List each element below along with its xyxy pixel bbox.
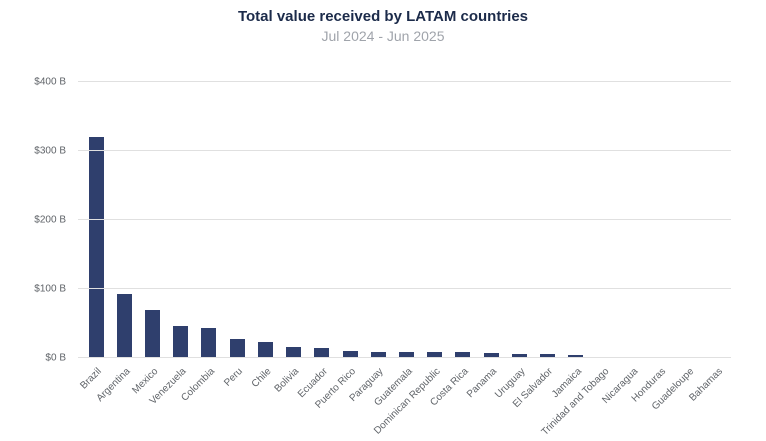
bar-slot: Trinidad and Tobago <box>540 82 618 438</box>
bar[interactable] <box>201 327 217 358</box>
bar[interactable] <box>173 326 189 358</box>
bar-slot: Venezuela <box>148 82 195 407</box>
bar[interactable] <box>229 339 245 358</box>
bar-slot: Guatemala <box>372 82 420 408</box>
plot-area: Brazil Argentina Mexico Venezuela Colombia Pe… <box>34 77 731 438</box>
grid-line <box>78 357 731 358</box>
bar-slot: Uruguay <box>493 82 533 401</box>
bar-slot: Panama <box>465 82 505 400</box>
bar-slot: Nicaragua <box>600 82 646 406</box>
bar-slot: Chile <box>249 82 279 390</box>
bar[interactable] <box>145 309 161 358</box>
bar[interactable] <box>511 353 527 358</box>
x-axis-tick-label: Brazil <box>78 366 104 392</box>
bar-slot: Peru <box>222 82 251 389</box>
bar[interactable] <box>257 342 273 358</box>
chart-title: Total value received by LATAM countries <box>237 8 529 25</box>
bar[interactable] <box>483 353 499 358</box>
y-axis-tick-label: $200 B <box>34 214 66 226</box>
bar-slot: Guadeloupe <box>650 82 703 412</box>
grid-line <box>78 150 731 151</box>
bar-slot: El Salvador <box>511 82 562 410</box>
x-axis-tick-label: Chile <box>249 366 274 390</box>
bar-slot: Jamaica <box>549 82 590 400</box>
bar[interactable] <box>370 351 386 358</box>
bar[interactable] <box>427 352 443 358</box>
y-axis-tick-label: $100 B <box>34 283 66 295</box>
chart-subtitle: Jul 2024 - Jun 2025 <box>321 28 445 44</box>
x-axis-tick-label: Peru <box>222 366 245 389</box>
y-axis-tick-label: $0 B <box>45 352 66 364</box>
bar[interactable] <box>116 293 132 358</box>
bar[interactable] <box>568 355 584 358</box>
bar-slot: Argentina <box>94 82 138 404</box>
bar[interactable] <box>314 348 330 358</box>
bar-slot: Mexico <box>130 82 166 396</box>
bar-slot: Colombia <box>179 82 223 404</box>
bar-chart: Brazil Argentina Mexico Venezuela Colombia Pe… <box>0 62 766 441</box>
bar[interactable] <box>88 137 104 358</box>
bar-slot: Puerto Rico <box>313 82 364 411</box>
y-axis-tick-label: $400 B <box>34 76 66 88</box>
bars-container: Brazil Argentina Mexico Venezuela Colombia Pe… <box>78 82 731 438</box>
bar-slot: Dominican Republic <box>372 82 449 437</box>
x-axis-tick-label: Panama <box>464 366 499 401</box>
grid-line <box>78 219 731 220</box>
bar-slot: Ecuador <box>296 82 336 400</box>
y-axis-tick-label: $300 B <box>34 145 66 157</box>
bar[interactable] <box>455 352 471 358</box>
bar-slot: Honduras <box>630 82 674 404</box>
grid-line <box>78 81 731 82</box>
bar[interactable] <box>399 351 415 358</box>
grid-line <box>78 288 731 289</box>
bar-slot: Bahamas <box>687 82 731 404</box>
bar[interactable] <box>342 351 358 358</box>
bar[interactable] <box>286 346 302 358</box>
bar[interactable] <box>540 354 556 358</box>
bar-slot: Paraguay <box>348 82 392 404</box>
bar-slot: Costa Rica <box>428 82 477 408</box>
bar-slot: Brazil <box>78 82 110 391</box>
bar-slot: Bolivia <box>273 82 308 395</box>
